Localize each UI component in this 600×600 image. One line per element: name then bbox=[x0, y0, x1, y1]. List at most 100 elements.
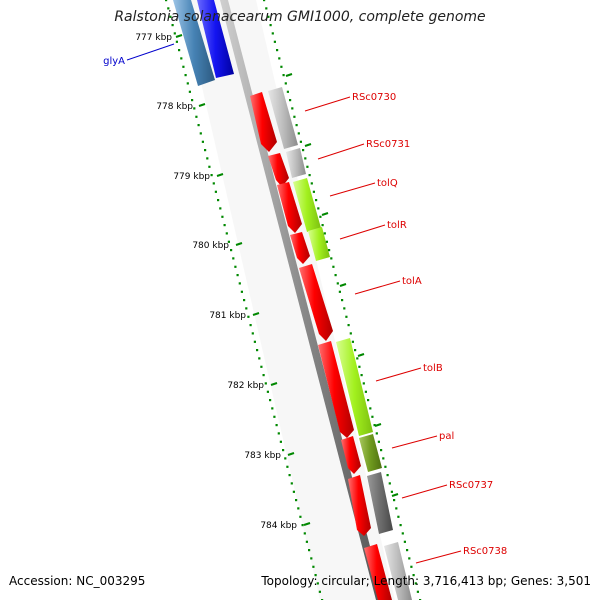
guide-dot bbox=[256, 349, 259, 352]
cds-tolQ bbox=[277, 182, 302, 233]
guide-dot bbox=[279, 440, 282, 443]
gene-label-RSc0738[interactable]: RSc0738 bbox=[463, 546, 507, 557]
guide-dot bbox=[410, 565, 413, 568]
guide-dot bbox=[204, 149, 207, 152]
guide-dot bbox=[264, 382, 267, 385]
cog-tolR bbox=[308, 227, 330, 261]
guide-dot bbox=[308, 549, 311, 552]
cog-RSc0731 bbox=[286, 148, 306, 178]
label-line-glyA bbox=[126, 43, 175, 61]
cog-RSc0730 bbox=[268, 87, 298, 149]
guide-dot bbox=[302, 149, 305, 152]
guide-dot bbox=[384, 465, 387, 468]
guide-dot bbox=[316, 582, 319, 585]
label-line-pal bbox=[391, 435, 438, 449]
scale-label: 784 kbp bbox=[260, 521, 297, 531]
gene-label-pal[interactable]: pal bbox=[439, 431, 454, 442]
guide-dot bbox=[303, 532, 306, 535]
guide-dot bbox=[173, 32, 176, 35]
cds-RSc0731 bbox=[268, 153, 289, 187]
cog-pal bbox=[359, 434, 382, 472]
gene-label-RSc0730[interactable]: RSc0730 bbox=[352, 92, 396, 103]
guide-dot bbox=[282, 74, 285, 77]
gene-label-RSc0737[interactable]: RSc0737 bbox=[449, 480, 493, 491]
guide-dot bbox=[295, 499, 298, 502]
guide-dot bbox=[251, 332, 254, 335]
guide-dot bbox=[289, 99, 292, 102]
guide-dot bbox=[338, 290, 341, 293]
guide-dot bbox=[367, 399, 370, 402]
label-line-tolB bbox=[375, 367, 422, 382]
guide-dot bbox=[247, 315, 250, 318]
guide-dot bbox=[386, 474, 389, 477]
guide-dot bbox=[330, 257, 333, 260]
guide-dot bbox=[382, 457, 385, 460]
guide-dot bbox=[345, 315, 348, 318]
guide-dot bbox=[232, 257, 235, 260]
scale-label: 779 kbp bbox=[173, 172, 210, 182]
scale-tick bbox=[175, 34, 183, 38]
scale-label: 778 kbp bbox=[156, 102, 193, 112]
guide-dot bbox=[318, 590, 321, 593]
feature-tick bbox=[339, 283, 347, 287]
guide-dot bbox=[221, 215, 224, 218]
cog-tolB bbox=[336, 338, 373, 436]
gene-label-tolB[interactable]: tolB bbox=[423, 363, 443, 374]
gene-label-tolA[interactable]: tolA bbox=[402, 276, 422, 287]
guide-dot bbox=[325, 240, 328, 243]
gene-label-tolQ[interactable]: tolQ bbox=[377, 178, 398, 189]
guide-dot bbox=[269, 399, 272, 402]
guide-dot bbox=[364, 390, 367, 393]
guide-dot bbox=[199, 132, 202, 135]
guide-dot bbox=[258, 357, 261, 360]
accession-text: Accession: NC_003295 bbox=[9, 574, 146, 588]
guide-dot bbox=[390, 490, 393, 493]
scale-tick bbox=[287, 452, 295, 456]
guide-dot bbox=[393, 499, 396, 502]
guide-dot bbox=[314, 574, 317, 577]
guide-dot bbox=[284, 82, 287, 85]
guide-dot bbox=[260, 365, 263, 368]
cog-track bbox=[268, 87, 412, 600]
gene-label-tolR[interactable]: tolR bbox=[387, 220, 407, 231]
gene-label-glyA[interactable]: glyA bbox=[103, 56, 125, 67]
cds-tolB bbox=[318, 341, 354, 438]
guide-dot bbox=[288, 474, 291, 477]
guide-dot bbox=[169, 15, 172, 18]
guide-dot bbox=[312, 190, 315, 193]
guide-dot bbox=[323, 232, 326, 235]
label-line-tolA bbox=[354, 280, 401, 295]
guide-dot bbox=[191, 99, 194, 102]
scale-ticks: 777 kbp 778 kbp 779 kbp 780 kbp 781 kbp … bbox=[135, 33, 311, 531]
gene-glyA-steel bbox=[173, 0, 215, 86]
guide-dot bbox=[373, 424, 376, 427]
guide-dot bbox=[219, 207, 222, 210]
guide-dot bbox=[171, 24, 174, 27]
guide-dot bbox=[186, 82, 189, 85]
guide-dot bbox=[412, 574, 415, 577]
feature-ticks-right bbox=[285, 73, 399, 497]
guide-dot bbox=[273, 40, 276, 43]
gene-labels: glyA RSc0730 RSc0731 tolQ tolR tolA tolB… bbox=[103, 56, 507, 557]
guide-dot bbox=[165, 0, 168, 2]
scale-label: 780 kbp bbox=[192, 241, 229, 251]
feature-tick bbox=[357, 353, 365, 357]
gene-label-RSc0731[interactable]: RSc0731 bbox=[366, 139, 410, 150]
backbone bbox=[220, 0, 384, 600]
guide-dot bbox=[282, 449, 285, 452]
guide-dot bbox=[354, 349, 357, 352]
label-line-RSc0737 bbox=[401, 484, 448, 499]
guide-dot bbox=[193, 107, 196, 110]
guide-dot bbox=[377, 440, 380, 443]
guide-dot bbox=[362, 382, 365, 385]
guide-dot bbox=[295, 124, 298, 127]
cds-RSc0738 bbox=[364, 544, 392, 600]
scale-tick bbox=[252, 312, 260, 316]
gene-glyA-blue bbox=[197, 0, 234, 78]
feature-tick bbox=[285, 73, 293, 77]
guide-dot bbox=[238, 282, 241, 285]
guide-dot bbox=[305, 540, 308, 543]
label-line-RSc0738 bbox=[415, 550, 462, 564]
scale-label: 777 kbp bbox=[135, 33, 172, 43]
